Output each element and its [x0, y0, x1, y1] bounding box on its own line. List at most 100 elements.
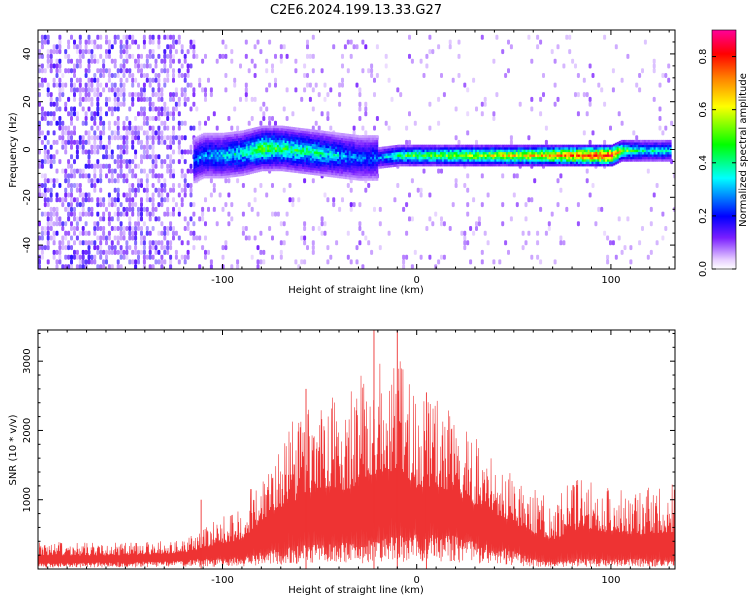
spectrogram-cell [160, 120, 164, 126]
spectrogram-cell [160, 183, 164, 188]
ridge-cell [269, 168, 272, 172]
spectrogram-cell [364, 235, 368, 241]
ridge-cell [339, 163, 342, 167]
spectrogram-cell [204, 96, 207, 102]
ridge-cell [461, 161, 464, 164]
spectrogram-cell [262, 101, 266, 107]
ridge-cell [342, 161, 346, 165]
spectrogram-cell [451, 202, 455, 208]
spectrogram-cell [367, 183, 371, 188]
ridge-cell [317, 163, 321, 167]
ridge-cell [358, 144, 361, 148]
ridge-cell [383, 151, 387, 154]
ridge-cell [354, 175, 357, 178]
ridge-cell [290, 143, 293, 147]
ridge-cell [193, 161, 196, 164]
spectrogram-cell [125, 49, 129, 55]
spectrogram-cell [96, 178, 100, 184]
ridge-cell [405, 151, 408, 155]
spectrogram-cell [46, 39, 50, 45]
ridge-cell [342, 154, 346, 158]
ridge-cell [199, 137, 202, 140]
ridge-cell [205, 163, 208, 167]
spectrogram-cell [102, 154, 106, 160]
spectrogram-cell [107, 230, 111, 236]
ridge-cell [432, 144, 435, 148]
spectrogram-cell [556, 44, 560, 50]
spectrogram-cell [475, 221, 478, 227]
ridge-cell [366, 135, 369, 138]
ridge-cell [397, 161, 400, 164]
ridge-cell [445, 154, 449, 157]
spectrogram-cell [408, 34, 411, 40]
spectrogram-cell [58, 245, 62, 251]
ridge-cell [236, 143, 239, 146]
ridge-cell [374, 168, 377, 172]
spectrogram-cell [93, 135, 97, 141]
ridge-cell [290, 162, 293, 166]
ridge-cell [490, 161, 493, 164]
ridge-cell [304, 142, 307, 146]
ridge-cell [317, 151, 321, 155]
ridge-cell [329, 150, 332, 154]
ridge-cell [542, 161, 546, 164]
ridge-cell [442, 161, 445, 164]
spectrogram-cell [93, 168, 97, 174]
ridge-cell [216, 161, 220, 164]
ridge-cell [408, 161, 412, 164]
spectrogram-cell [169, 58, 173, 64]
spectrogram-cell [67, 58, 71, 64]
spectrogram-cell [110, 44, 114, 50]
ridge-cell [212, 159, 216, 162]
ridge-cell [226, 168, 229, 171]
ridge-cell [224, 149, 227, 152]
spectrogram-cell [55, 63, 59, 69]
spectrogram-cell [166, 197, 170, 203]
spectrogram-cell [125, 226, 129, 231]
ridge-cell [263, 144, 266, 148]
spectrogram-cell [346, 68, 350, 74]
ridge-cell [284, 164, 287, 167]
ridge-cell [593, 156, 596, 160]
spectrogram-cell [338, 206, 342, 212]
ridge-cell [278, 149, 282, 153]
ridge-cell [420, 161, 423, 164]
spectrogram-cell [172, 197, 175, 203]
ridge-cell [304, 128, 307, 132]
spectrogram-cell [603, 230, 607, 236]
spectrogram-cell [107, 178, 111, 184]
spectrogram-cell [308, 96, 312, 102]
ridge-cell [356, 134, 359, 138]
ridge-cell [273, 137, 276, 141]
ridge-cell [564, 149, 567, 153]
ridge-cell [552, 163, 555, 167]
spectrogram-cell [169, 144, 173, 150]
spectrogram-cell [52, 235, 56, 241]
spectrogram-cell [93, 77, 97, 83]
ridge-cell [589, 147, 592, 150]
ridge-cell [323, 138, 326, 141]
ridge-cell [434, 144, 437, 148]
spectrogram-cell [140, 111, 143, 117]
ridge-cell [486, 154, 489, 157]
spectrogram-cell [137, 135, 140, 141]
spectrogram-cell [180, 187, 184, 193]
ridge-cell [249, 154, 253, 158]
ridge-cell [440, 161, 443, 164]
ridge-cell [234, 140, 237, 144]
spectrogram-cell [265, 58, 269, 64]
ridge-cell [278, 135, 282, 138]
ridge-cell [607, 163, 610, 167]
spectrogram-cell [38, 192, 41, 198]
spectrogram-cell [148, 168, 152, 174]
ridge-cell [222, 142, 225, 145]
spectrogram-cell [507, 249, 510, 255]
spectrogram-cell [87, 197, 91, 203]
spectrogram-cell [52, 44, 56, 50]
ridge-cell [335, 151, 338, 154]
spectrogram-cell [544, 230, 548, 236]
ridge-cell [480, 161, 484, 164]
ridge-cell [321, 147, 324, 150]
ridge-cell [354, 137, 357, 140]
ridge-cell [335, 161, 338, 164]
